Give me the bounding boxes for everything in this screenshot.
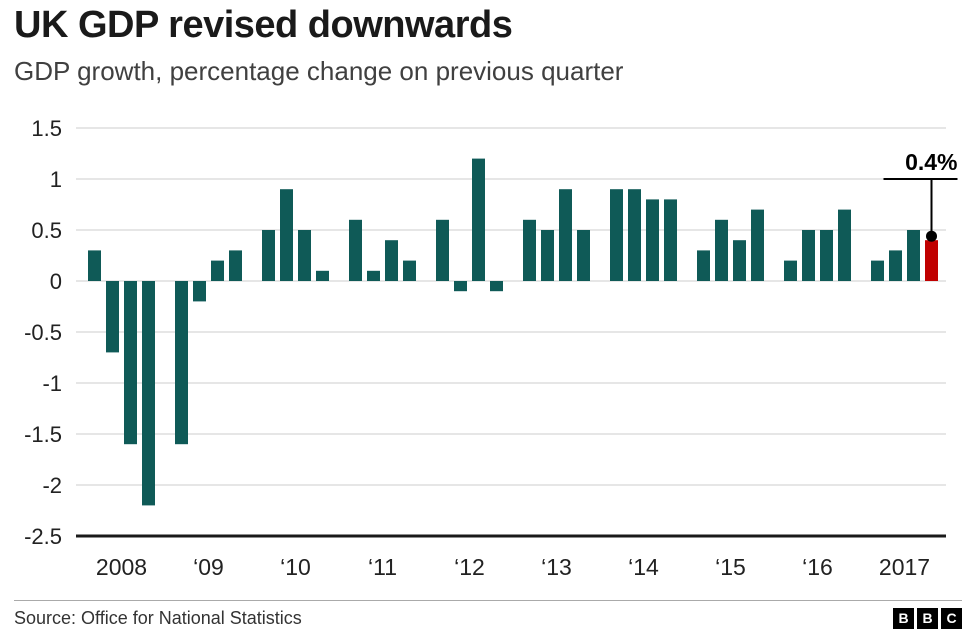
bar [229,250,242,281]
y-tick-label: -2 [42,473,62,498]
annotation-label: 0.4% [905,149,957,175]
bar [280,189,293,281]
source-text: Source: Office for National Statistics [14,607,302,628]
bar [472,158,485,281]
bar [193,281,206,302]
bar [436,219,449,281]
bbc-logo-letter-1: B [893,607,914,629]
bar [349,219,362,281]
bar [577,230,590,281]
x-tick-label: 2017 [879,554,930,580]
bar [664,199,677,281]
bar [211,260,224,281]
x-tick-label: ‘12 [454,554,485,580]
bar [610,189,623,281]
bar [385,240,398,281]
bar [106,281,119,353]
bar [523,219,536,281]
footer: Source: Office for National Statistics B… [14,606,962,630]
bar [541,230,554,281]
chart-subtitle: GDP growth, percentage change on previou… [14,56,624,86]
bbc-logo: B B C [893,607,962,629]
x-tick-label: ‘11 [368,554,397,580]
bar [262,230,275,281]
bar [697,250,710,281]
bar [298,230,311,281]
bar [124,281,137,445]
y-tick-label: -2.5 [24,524,62,549]
annotation-dot [926,230,937,242]
bar [751,209,764,281]
x-tick-label: ‘10 [280,554,311,580]
bbc-logo-letter-2: B [917,607,938,629]
y-tick-label: 1.5 [31,116,62,141]
bar [820,230,833,281]
bar [403,260,416,281]
x-tick-label: ‘13 [541,554,572,580]
bar [715,219,728,281]
x-tick-label: ‘16 [802,554,833,580]
x-tick-label: ‘15 [715,554,746,580]
y-tick-label: -1.5 [24,422,62,447]
x-tick-label: ‘09 [193,554,224,580]
bar [784,260,797,281]
bar [454,281,467,292]
footer-divider [14,600,962,601]
x-tick-label: ‘14 [628,554,659,580]
bar [559,189,572,281]
page-title: UK GDP revised downwards [14,4,513,46]
bbc-logo-letter-3: C [941,607,962,629]
bar [316,270,329,281]
bar [871,260,884,281]
y-tick-label: -0.5 [24,320,62,345]
bar [88,250,101,281]
bar [367,270,380,281]
x-tick-label: 2008 [96,554,147,580]
bar [175,281,188,445]
bar [646,199,659,281]
y-tick-label: -1 [42,371,62,396]
bar [802,230,815,281]
bar [838,209,851,281]
bar [490,281,503,292]
bar-highlighted [925,240,938,281]
bar [907,230,920,281]
bar [142,281,155,506]
y-tick-label: 1 [50,167,62,192]
bar [733,240,746,281]
bar [628,189,641,281]
y-tick-label: 0 [50,269,62,294]
bar [889,250,902,281]
y-tick-label: 0.5 [31,218,62,243]
